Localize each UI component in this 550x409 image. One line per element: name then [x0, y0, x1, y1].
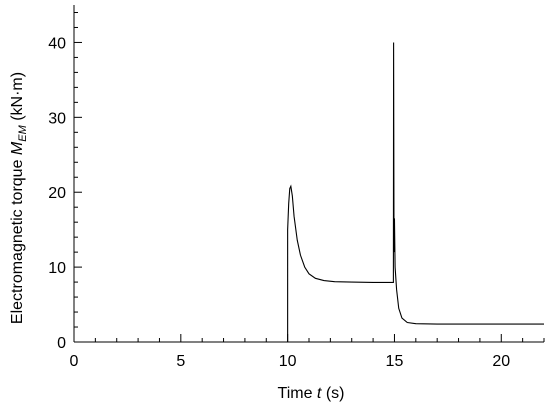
y-axis-title: Electromagnetic torque MEM (kN·m): [9, 72, 29, 324]
x-tick-label: 15: [386, 353, 404, 370]
y-tick-label: 30: [48, 110, 66, 127]
x-tick-label: 0: [70, 353, 79, 370]
y-tick-label: 20: [48, 185, 66, 202]
x-tick-label: 5: [176, 353, 185, 370]
y-tick-label: 0: [57, 335, 66, 352]
torque-series-line: [74, 42, 544, 343]
plot-area: [74, 42, 544, 343]
y-tick-label: 40: [48, 35, 66, 52]
x-axis-title: Time t (s): [278, 385, 345, 402]
x-tick-label: 10: [279, 353, 297, 370]
y-axis: 0 10 20 30 40: [48, 5, 82, 352]
x-axis: 0 5 10 15 20: [70, 334, 545, 370]
y-tick-label: 10: [48, 260, 66, 277]
x-tick-label: 20: [492, 353, 510, 370]
